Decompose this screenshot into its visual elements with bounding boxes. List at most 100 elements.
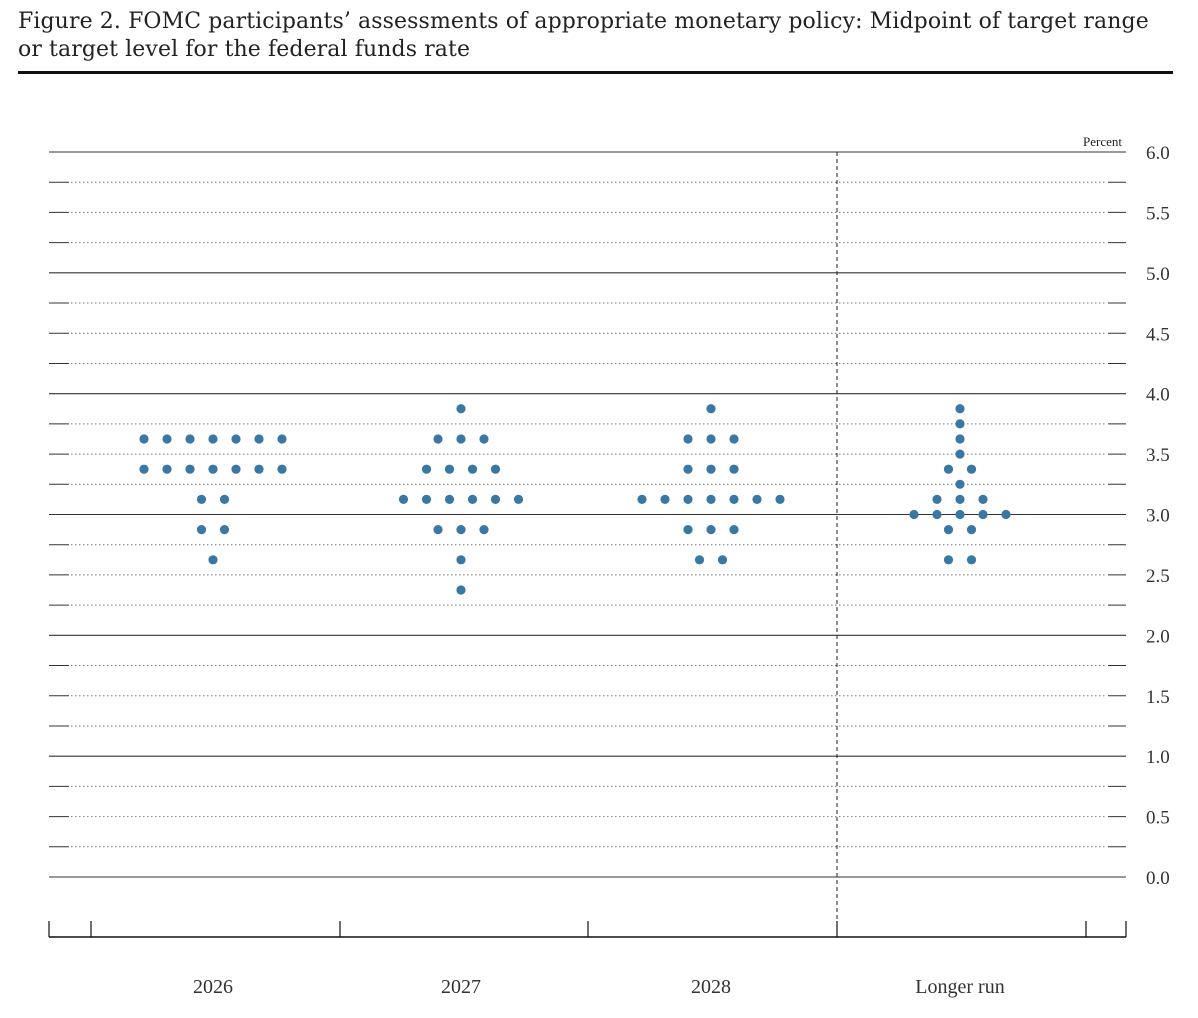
dot-marker [683,464,693,474]
y-tick-label: 2.0 [1146,626,1170,647]
dot-marker [706,404,716,414]
dot-marker [966,525,977,535]
dot-marker [208,434,218,444]
dot-marker [637,494,647,504]
dot-marker [219,494,230,504]
dot-marker [254,434,264,444]
y-tick-label: 4.5 [1146,324,1170,345]
dot-marker [208,555,218,565]
title-rule [18,71,1173,74]
axis-labels: 0.0 0.5 1.0 1.5 2.0 2.5 3.0 3.5 4.0 4.5 5.0 5.5 6.0 2… [193,143,1170,998]
dot-marker [683,494,693,504]
dot-marker [955,509,965,520]
dot-marker [219,525,230,535]
dot-marker [139,434,149,444]
dot-marker [955,434,965,444]
dot-marker [277,464,287,474]
dot-marker [162,434,172,444]
dot-marker [706,434,716,444]
dot-marker [456,434,466,444]
dot-marker [978,509,988,520]
dot-marker [456,555,466,565]
figure-title: Figure 2. FOMC participants’ assessments… [18,9,1149,62]
x-category-label: 2027 [441,976,481,998]
dot-marker [479,525,489,535]
dot-marker [444,464,455,474]
axes [48,152,1127,938]
dot-marker [467,494,478,504]
dot-marker [513,494,524,504]
dot-marker [966,555,977,565]
dot-marker [231,434,241,444]
dot-marker [490,494,501,504]
dot-marker [978,494,988,504]
dot-marker [955,494,965,504]
y-tick-label: 1.0 [1146,747,1170,768]
dot-marker [966,464,977,474]
dot-marker [955,404,965,414]
dot-marker [943,555,954,565]
dot-marker [717,555,728,565]
dot-marker [752,494,762,504]
dot-marker [932,509,942,520]
dot-marker [421,494,432,504]
x-category-label: 2028 [691,976,731,998]
dot-marker [398,494,409,504]
dot-marker [1001,509,1011,520]
dot-marker [660,494,670,504]
y-tick-label: 3.5 [1146,445,1170,466]
dot-marker [139,464,149,474]
dot-marker [683,525,693,535]
x-category-label: Longer run [915,976,1004,998]
y-tick-label: 4.0 [1146,385,1170,406]
dot-marker [729,434,739,444]
dot-marker [433,434,443,444]
dot-marker [196,494,207,504]
dot-marker [444,494,455,504]
y-tick-label: 0.0 [1146,868,1170,889]
dot-marker [479,434,489,444]
y-tick-label: 3.0 [1146,506,1170,527]
dot-marker [775,494,785,504]
dot-marker [955,449,965,459]
dot-marker [706,494,716,504]
grid-lines [49,151,1126,878]
dot-marker [943,464,954,474]
dot-marker [185,434,195,444]
dot-marker [932,494,942,504]
dot-marker [185,464,195,474]
dot-marker [943,525,954,535]
dot-marker [490,464,501,474]
dot-marker [208,464,218,474]
y-tick-label: 1.5 [1146,687,1170,708]
y-tick-label: 5.0 [1146,264,1170,285]
dot-marker [955,479,965,489]
dot-marker [277,434,287,444]
dot-marker [456,525,466,535]
dot-marker [683,434,693,444]
y-tick-label: 0.5 [1146,808,1170,829]
y-tick-label: 5.5 [1146,203,1170,224]
x-category-label: 2026 [193,976,233,998]
dot-marker [254,464,264,474]
dot-marker [909,509,919,520]
dot-marker [196,525,207,535]
dot-marker [421,464,432,474]
dot-marker [467,464,478,474]
dot-marker [231,464,241,474]
y-tick-label: 6.0 [1146,143,1170,164]
dot-marker [456,404,466,414]
dot-marker [456,585,466,595]
dot-marker [162,464,172,474]
dot-marker [729,494,739,504]
y-axis-unit-label: Percent [1083,134,1122,149]
dot-marker [955,419,965,429]
dot-marker [694,555,705,565]
dot-marker [433,525,443,535]
dot-marker [706,464,716,474]
dots [139,404,1011,595]
dot-marker [706,525,716,535]
dot-marker [729,464,739,474]
dot-marker [729,525,739,535]
